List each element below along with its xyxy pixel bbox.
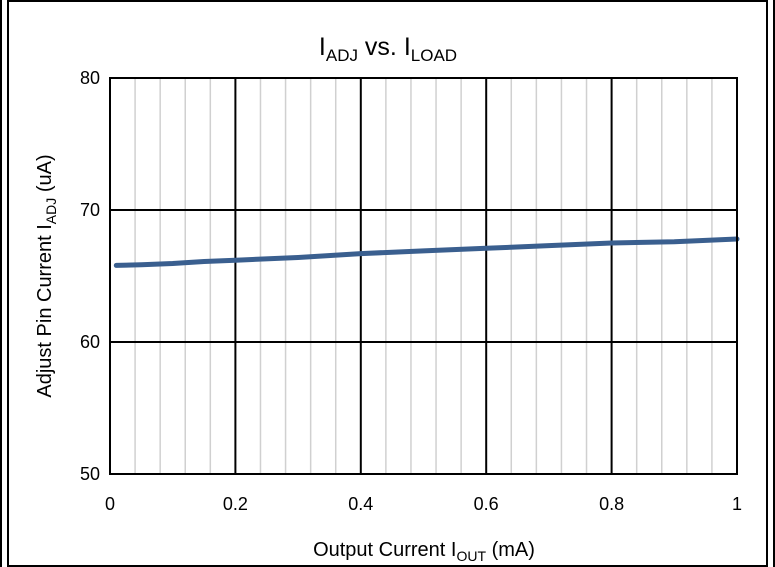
x-tick-label: 0 [105, 494, 115, 514]
plot-border [109, 77, 738, 475]
y-axis-label: Adjust Pin Current IADJ (uA) [34, 154, 59, 397]
ylabel-sub: ADJ [43, 198, 59, 224]
title-main: I [319, 33, 326, 61]
xlabel-main: Output Current I [313, 539, 456, 561]
ylabel-main: Adjust Pin Current I [34, 224, 56, 397]
chart-frame [7, 0, 768, 567]
y-tick-label: 70 [80, 200, 100, 220]
x-tick-label: 0.4 [348, 494, 373, 514]
tick-labels: 0 0.2 0.4 0.6 0.8 1 50 60 70 80 [80, 68, 742, 514]
title-mid: vs. I [358, 33, 411, 61]
xlabel-unit: (mA) [486, 539, 535, 561]
x-axis-label: Output Current IOUT (mA) [313, 539, 535, 564]
y-tick-label: 80 [80, 68, 100, 88]
title-sub1: ADJ [326, 46, 358, 65]
chart-title: IADJ vs. ILOAD [319, 33, 457, 65]
title-sub2: LOAD [411, 46, 457, 65]
x-tick-label: 0.2 [223, 494, 248, 514]
series-line [113, 236, 740, 268]
plot-area-border [109, 77, 738, 475]
ylabel-unit: (uA) [34, 154, 56, 197]
series-layer [113, 236, 740, 268]
y-tick-label: 60 [80, 332, 100, 352]
x-tick-label: 0.8 [599, 494, 624, 514]
x-tick-label: 1 [732, 494, 742, 514]
grid [109, 77, 738, 475]
xlabel-sub: OUT [456, 548, 486, 564]
x-tick-label: 0.6 [474, 494, 499, 514]
y-tick-label: 50 [80, 464, 100, 484]
